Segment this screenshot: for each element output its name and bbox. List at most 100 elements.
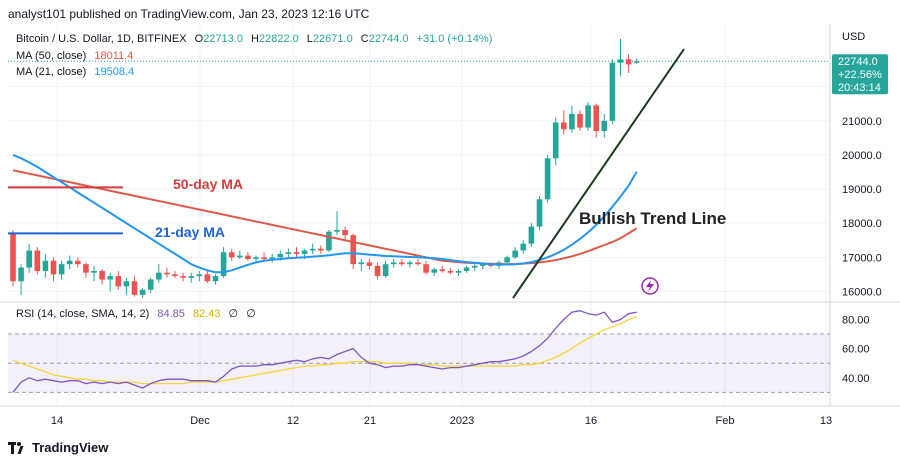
rsi-tick-label: 60.00	[842, 344, 870, 356]
price-tick-label: 18000.0	[842, 218, 882, 230]
rsi-extra-1: ∅	[228, 308, 239, 320]
candle-body	[99, 270, 105, 280]
badge-price: 22744.0	[838, 56, 878, 68]
candle-body	[431, 269, 437, 273]
price-axis-currency: USD	[842, 31, 865, 43]
candle-body	[480, 264, 486, 266]
ma21-value: 19508.4	[94, 66, 135, 78]
candle-body	[164, 272, 170, 275]
rsi-value: 84.85	[157, 308, 185, 320]
time-tick-label: 13	[820, 415, 832, 427]
time-tick-label: 16	[585, 415, 597, 427]
candle-body	[115, 276, 122, 287]
candle-body	[34, 250, 41, 271]
candle-body	[26, 250, 32, 268]
legend-symbol-row: Bitcoin / U.S. Dollar, 1D, BITFINEX O227…	[16, 33, 497, 45]
ma50-annotation: 50-day MA	[173, 176, 243, 192]
open-value: 22713.0	[203, 33, 243, 45]
candle-body	[277, 253, 284, 258]
ma21-line	[12, 153, 638, 274]
rsi-panel	[8, 310, 830, 393]
tradingview-logo-icon	[8, 441, 26, 454]
candle-body	[633, 61, 640, 63]
candle-body	[318, 248, 324, 251]
candle-body	[471, 265, 478, 268]
candle-body	[212, 276, 219, 282]
candle-body	[188, 276, 194, 278]
candle-body	[156, 272, 162, 280]
candle-body	[83, 264, 89, 273]
candle-body	[139, 289, 146, 295]
candle-body	[552, 122, 559, 159]
legend-rsi-row: RSI (14, close, SMA, 14, 2) 84.85 82.43 …	[16, 307, 261, 320]
candle-body	[504, 257, 510, 263]
rsi-label: RSI (14, close, SMA, 14, 2)	[16, 308, 150, 320]
candle-body	[512, 250, 518, 258]
brand-name: TradingView	[32, 440, 109, 455]
low-label: L	[306, 33, 313, 45]
price-tick-label: 19000.0	[842, 184, 882, 196]
ma50-line	[12, 169, 638, 266]
axes: USD22000.021000.020000.019000.018000.017…	[51, 31, 888, 427]
candle-body	[58, 264, 65, 275]
candle-body	[625, 59, 632, 65]
price-chart[interactable]: 50-day MA 21-day MA Bullish Trend Line USD…	[0, 24, 900, 434]
candle-body	[285, 252, 292, 254]
candle-body	[42, 260, 49, 271]
footer-brand[interactable]: TradingView	[8, 440, 108, 455]
rsi-tick-label: 40.00	[842, 373, 870, 385]
chart-area[interactable]: 50-day MA 21-day MA Bullish Trend Line USD…	[0, 24, 900, 434]
candle-body	[147, 279, 154, 290]
candle-body	[342, 230, 348, 236]
candle-body	[107, 276, 113, 280]
close-label: C	[360, 33, 369, 45]
candle-body	[180, 276, 186, 278]
candle-body	[520, 243, 527, 251]
candle-body	[561, 122, 567, 130]
bullish-trend-line	[512, 48, 685, 299]
low-value: 22671.0	[312, 33, 353, 45]
open-label: O	[194, 33, 204, 45]
candle-body	[569, 113, 575, 130]
close-value: 22744.0	[368, 33, 409, 45]
candle-body	[415, 262, 421, 265]
candle-body	[66, 260, 73, 265]
candle-body	[366, 262, 373, 266]
candle-body	[439, 269, 446, 271]
rsi-tick-label: 80.00	[842, 314, 870, 326]
symbol-label: Bitcoin / U.S. Dollar, 1D, BITFINEX	[16, 33, 187, 45]
candle-body	[447, 270, 454, 273]
candle-body	[326, 231, 332, 251]
candle-body	[228, 252, 235, 258]
candle-body	[172, 274, 178, 277]
price-tick-label: 16000.0	[842, 286, 882, 298]
candle-body	[399, 262, 405, 265]
publisher-info: analyst101 published on TradingView.com,…	[8, 7, 370, 21]
candle-body	[131, 281, 138, 295]
candle-body	[253, 257, 259, 260]
candle-body	[269, 257, 275, 260]
candle-body	[544, 158, 551, 200]
candle-body	[455, 270, 462, 273]
candle-body	[91, 270, 97, 273]
price-tick-label: 17000.0	[842, 252, 882, 264]
candle-body	[10, 233, 16, 282]
candle-body	[358, 262, 365, 265]
time-tick-label: 2023	[450, 415, 474, 427]
candle-body	[423, 264, 429, 273]
candle-body	[220, 252, 227, 277]
time-tick-label: 12	[287, 415, 299, 427]
ma50-label: MA (50, close)	[16, 50, 87, 62]
candle-body	[261, 257, 267, 260]
price-badge	[832, 54, 888, 95]
candle-body	[237, 255, 243, 258]
high-value: 22822.0	[258, 33, 299, 45]
ma50-value: 18011.4	[94, 50, 134, 62]
indicator-lines: 50-day MA 21-day MA Bullish Trend Line	[8, 48, 830, 299]
candle-body	[301, 250, 308, 254]
candle-body	[609, 62, 616, 121]
candle-body	[577, 113, 583, 128]
trend-annotation: Bullish Trend Line	[579, 209, 726, 228]
time-tick-label: 21	[364, 415, 376, 427]
bolt-icon	[646, 280, 654, 292]
